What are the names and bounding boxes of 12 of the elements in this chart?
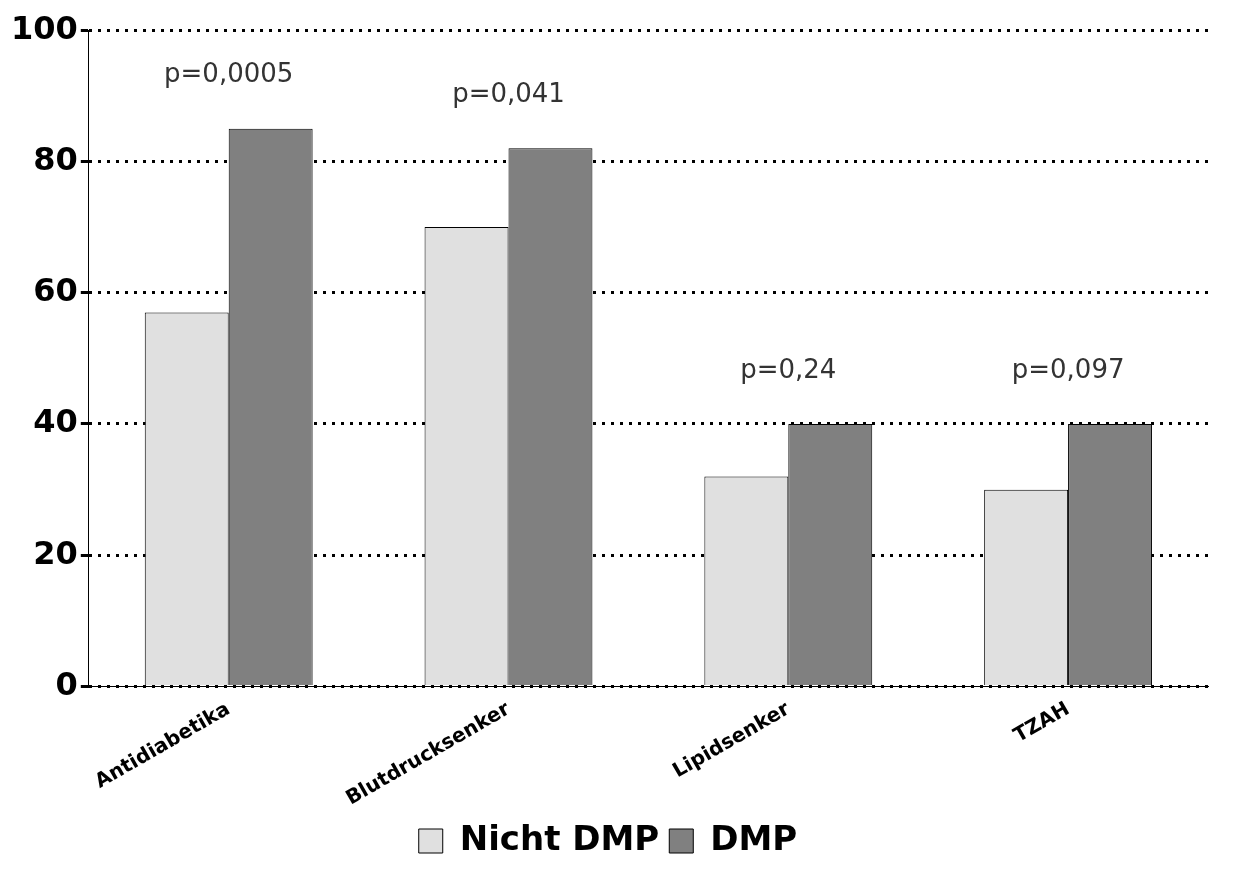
legend-label: Nicht DMP (459, 817, 660, 858)
y-tick-label: 40 (33, 402, 78, 441)
annotation: p=0,0005 (164, 58, 294, 89)
annotation: p=0,24 (740, 353, 837, 384)
annotation: p=0,097 (1011, 353, 1125, 384)
annotation: p=0,041 (452, 78, 565, 109)
legend-label: DMP (710, 817, 798, 858)
y-tick-label: 20 (33, 533, 78, 572)
y-tick-label: 0 (55, 664, 78, 703)
y-tick-label: 60 (33, 271, 78, 310)
y-tick-label: 100 (11, 8, 78, 47)
y-tick-label: 80 (33, 139, 78, 178)
